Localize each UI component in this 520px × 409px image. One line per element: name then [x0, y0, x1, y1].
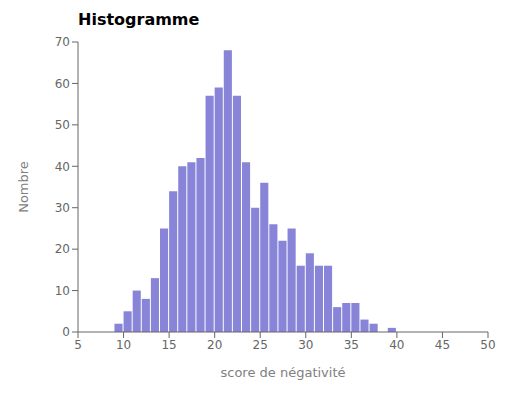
svg-text:40: 40 — [389, 338, 404, 352]
svg-text:60: 60 — [55, 77, 70, 91]
svg-text:10: 10 — [55, 284, 70, 298]
svg-text:15: 15 — [161, 338, 176, 352]
svg-text:5: 5 — [74, 338, 82, 352]
svg-text:50: 50 — [55, 118, 70, 132]
svg-text:70: 70 — [55, 35, 70, 49]
svg-text:35: 35 — [344, 338, 359, 352]
svg-text:50: 50 — [480, 338, 495, 352]
svg-text:20: 20 — [207, 338, 222, 352]
svg-text:Nombre: Nombre — [16, 161, 31, 213]
svg-text:30: 30 — [298, 338, 313, 352]
svg-text:45: 45 — [435, 338, 450, 352]
svg-text:30: 30 — [55, 201, 70, 215]
svg-text:20: 20 — [55, 242, 70, 256]
svg-text:40: 40 — [55, 160, 70, 174]
svg-text:score de négativité: score de négativité — [220, 365, 345, 380]
html-text:Histogramme: Histogramme — [78, 10, 200, 29]
svg-text:25: 25 — [253, 338, 268, 352]
svg-text:10: 10 — [116, 338, 131, 352]
svg-text:0: 0 — [62, 325, 70, 339]
